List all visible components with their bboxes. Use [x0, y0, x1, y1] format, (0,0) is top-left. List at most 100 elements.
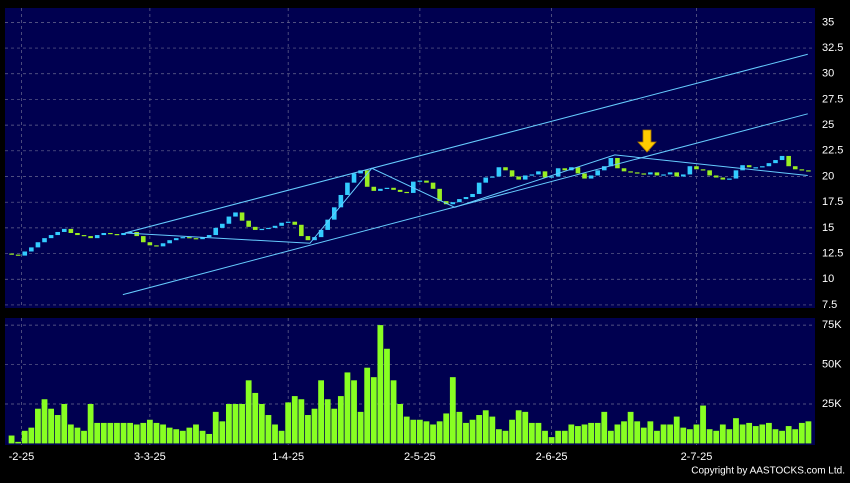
volume-bar	[693, 424, 700, 444]
volume-bar	[403, 416, 410, 444]
marks	[8, 53, 812, 444]
candle-body	[29, 247, 34, 252]
volume-bar	[634, 421, 641, 444]
volume-bar	[726, 429, 733, 444]
volume-bar	[226, 403, 232, 444]
volume-bar	[410, 419, 417, 444]
volume-bar	[67, 424, 74, 444]
volume-bar	[61, 403, 68, 444]
volume-bar	[179, 430, 186, 444]
candle-body	[239, 212, 245, 221]
candle-body	[727, 178, 732, 180]
trend-line	[124, 154, 808, 244]
candle-body	[285, 221, 291, 223]
volume-bar	[8, 435, 15, 444]
candle-body	[687, 166, 693, 175]
candle-body	[75, 233, 80, 236]
volume-bar	[416, 419, 423, 444]
volume-bar	[370, 377, 377, 444]
y-tick-label: 35	[822, 16, 834, 28]
volume-bar	[133, 424, 140, 444]
volume-bar	[581, 424, 588, 444]
volume-bar	[502, 430, 509, 444]
copyright: Copyright by AASTOCKS.com Ltd.	[691, 466, 845, 477]
volume-bar	[436, 421, 443, 444]
volume-bar	[285, 402, 292, 444]
x-tick-label: 3-3-25	[134, 451, 166, 463]
candle-body	[371, 186, 377, 191]
candle-body	[766, 163, 772, 167]
candle-body	[259, 228, 265, 231]
volume-bar	[798, 422, 805, 444]
volume-bar	[278, 430, 285, 444]
candle-body	[114, 234, 120, 236]
candle-body	[760, 166, 765, 168]
candle-body	[312, 237, 317, 241]
candle-body	[575, 167, 581, 174]
volume-bar	[423, 421, 430, 444]
candle-body	[233, 212, 238, 217]
candle-body	[127, 231, 133, 234]
candle-body	[213, 227, 219, 236]
candle-body	[562, 168, 568, 171]
candle-body	[522, 175, 528, 180]
candle-body	[806, 170, 811, 172]
candle-body	[792, 166, 798, 170]
candle-body	[483, 177, 489, 183]
volume-bar	[482, 410, 489, 444]
candle-body	[94, 235, 100, 239]
volume-bar	[614, 424, 621, 444]
candle-body	[42, 238, 47, 243]
grid	[5, 8, 815, 445]
volume-bar	[607, 430, 614, 444]
candle-body	[437, 188, 442, 202]
volume-bar	[81, 430, 87, 444]
volume-bar	[463, 422, 469, 444]
volume-bar	[160, 424, 166, 444]
y-tick-label: 75K	[822, 319, 842, 331]
candle-body	[680, 174, 686, 177]
volume-bar	[107, 422, 114, 444]
candle-body	[378, 188, 383, 191]
volume-bar	[535, 422, 542, 444]
candle-body	[140, 236, 146, 243]
volume-bar	[766, 422, 772, 444]
volume-bar	[588, 422, 594, 444]
volume-bar	[621, 421, 627, 444]
candle-body	[351, 173, 357, 183]
volume-bar	[206, 433, 213, 444]
volume-bar	[568, 424, 575, 444]
volume-bar	[54, 415, 61, 444]
candle-body	[746, 165, 752, 168]
candle-body	[601, 166, 607, 171]
candle-body	[81, 235, 87, 237]
candle-body	[641, 173, 647, 175]
candle-body	[266, 227, 271, 230]
volume-bar	[87, 403, 94, 444]
volume-bar	[127, 422, 134, 444]
candle-body	[786, 155, 791, 167]
volume-bar	[324, 399, 331, 444]
candle-body	[173, 238, 179, 241]
volume-bar	[245, 380, 252, 444]
volume-bar	[384, 348, 390, 444]
volume-bar	[555, 430, 562, 444]
candle-body	[713, 175, 719, 178]
candle-body	[68, 228, 74, 233]
volume-bar	[199, 430, 206, 444]
candle-body	[463, 197, 469, 200]
volume-bar	[186, 427, 193, 444]
candle-body	[35, 242, 41, 248]
candle-body	[15, 254, 21, 256]
volume-bar	[28, 427, 35, 444]
candle-body	[108, 233, 113, 235]
volume-bar	[120, 422, 127, 444]
volume-bar	[522, 411, 529, 444]
candle-body	[667, 172, 673, 175]
candle-body	[384, 187, 390, 189]
volume-bar	[469, 419, 476, 444]
candle-body	[694, 166, 699, 170]
volume-bar	[100, 422, 107, 444]
volume-bar	[114, 422, 120, 444]
candle-body	[147, 242, 153, 246]
